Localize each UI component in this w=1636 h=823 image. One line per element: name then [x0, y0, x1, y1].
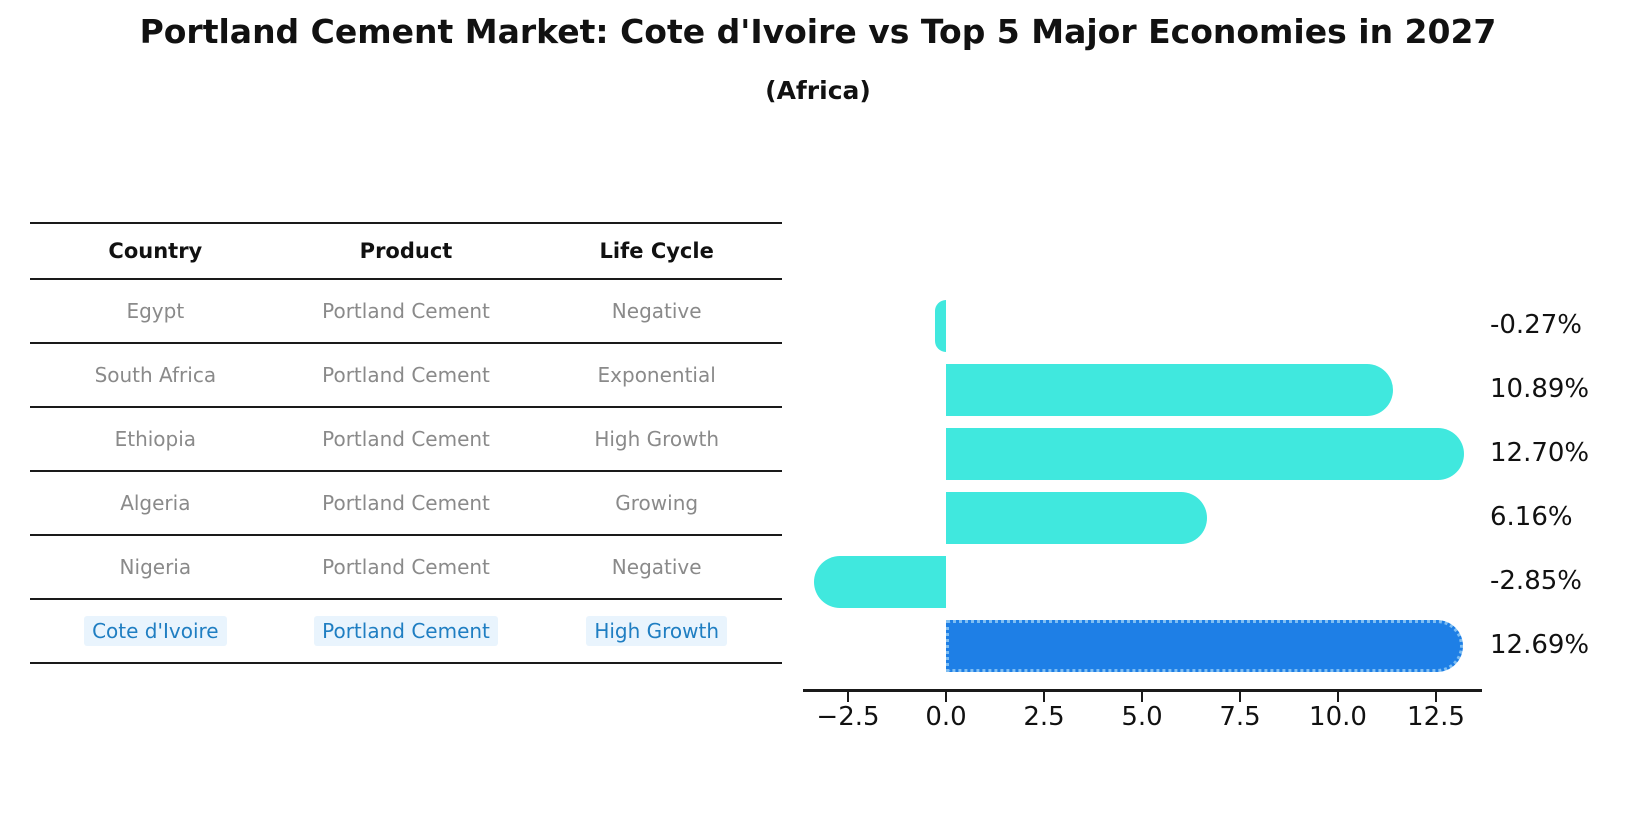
x-axis-tick-label: 2.5 — [1023, 702, 1065, 732]
bar-algeria — [946, 492, 1208, 544]
x-axis-tick-label: 10.0 — [1309, 702, 1367, 732]
x-axis-tick — [1239, 692, 1241, 702]
cell-life-cycle: High Growth — [594, 427, 720, 451]
cell-country: Cote d'Ivoire — [30, 616, 281, 646]
bar-value-algeria: 6.16% — [1490, 502, 1573, 532]
x-axis-tick — [1435, 692, 1437, 702]
cell-life-cycle: Negative — [611, 555, 702, 579]
cell-country: Algeria — [120, 491, 191, 515]
cell-product: Portland Cement — [322, 555, 490, 579]
x-axis-tick — [847, 692, 849, 702]
table-header-life-cycle: Life Cycle — [599, 239, 714, 263]
x-axis-tick-label: 7.5 — [1219, 702, 1261, 732]
x-axis-tick-label: 5.0 — [1121, 702, 1163, 732]
bar-south-africa — [946, 364, 1393, 416]
table-header-product: Product — [359, 239, 453, 263]
x-axis-tick — [1141, 692, 1143, 702]
table-header-country: Country — [108, 239, 203, 263]
cell-life-cycle: Exponential — [597, 363, 716, 387]
x-axis-tick-label: 12.5 — [1407, 702, 1465, 732]
cell-life-cycle: Growing — [615, 491, 699, 515]
x-axis-tick-label: −2.5 — [816, 702, 880, 732]
cell-life-cycle: Negative — [611, 299, 702, 323]
cell-product: Portland Cement — [322, 491, 490, 515]
x-axis-tick — [1043, 692, 1045, 702]
cell-life-cycle: High Growth — [531, 616, 782, 646]
cell-product: Portland Cement — [322, 427, 490, 451]
x-axis-line — [803, 689, 1482, 692]
cell-product: Portland Cement — [322, 299, 490, 323]
x-axis-tick-label: 0.0 — [925, 702, 967, 732]
table-row-cote-divoire: Cote d'Ivoire Portland Cement High Growt… — [30, 600, 782, 664]
table-row-ethiopia: Ethiopia Portland Cement High Growth — [30, 408, 782, 472]
bar-value-south-africa: 10.89% — [1490, 374, 1590, 404]
cell-product: Portland Cement — [281, 616, 532, 646]
bar-value-cote-divoire: 12.69% — [1490, 630, 1590, 660]
bar-egypt — [935, 300, 946, 352]
x-axis-tick — [1337, 692, 1339, 702]
cell-product: Portland Cement — [322, 363, 490, 387]
cell-country: South Africa — [94, 363, 217, 387]
table-row-south-africa: South Africa Portland Cement Exponential — [30, 344, 782, 408]
cell-country: Nigeria — [119, 555, 192, 579]
country-table: Country Product Life Cycle Egypt Portlan… — [30, 222, 782, 664]
cell-country: Egypt — [126, 299, 185, 323]
bar-value-ethiopia: 12.70% — [1490, 438, 1590, 468]
x-axis-tick — [945, 692, 947, 702]
bar-value-nigeria: -2.85% — [1490, 566, 1582, 596]
bar-nigeria — [814, 556, 946, 608]
chart-title: Portland Cement Market: Cote d'Ivoire vs… — [139, 12, 1497, 51]
table-row-algeria: Algeria Portland Cement Growing — [30, 472, 782, 536]
bar-value-egypt: -0.27% — [1490, 310, 1582, 340]
cell-country: Ethiopia — [114, 427, 197, 451]
table-row-egypt: Egypt Portland Cement Negative — [30, 280, 782, 344]
chart-subtitle: (Africa) — [765, 76, 871, 105]
bar-cote-divoire-highlighted — [946, 620, 1464, 672]
table-header-row: Country Product Life Cycle — [30, 224, 782, 280]
bar-ethiopia — [946, 428, 1464, 480]
table-row-nigeria: Nigeria Portland Cement Negative — [30, 536, 782, 600]
